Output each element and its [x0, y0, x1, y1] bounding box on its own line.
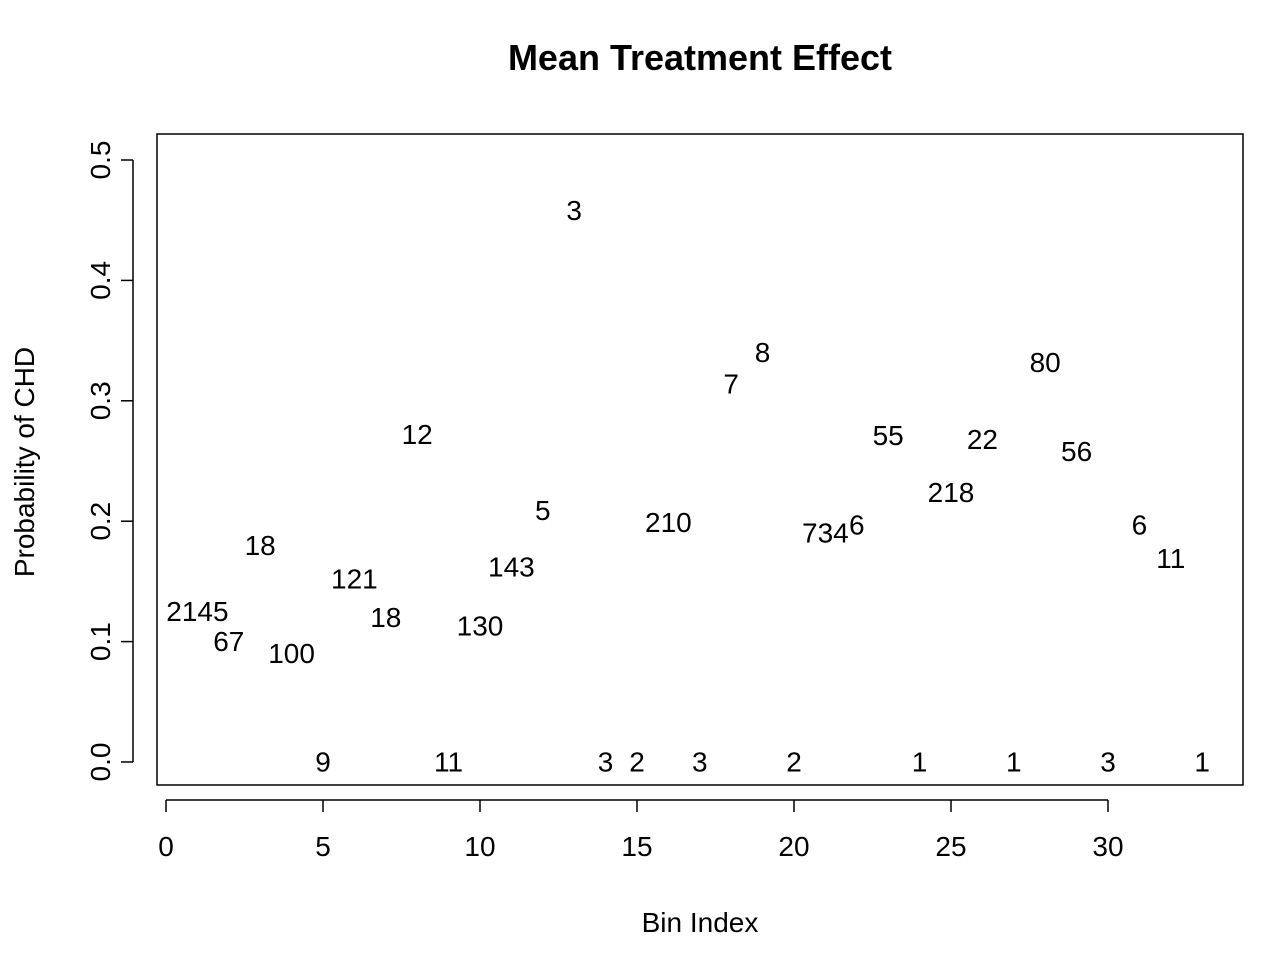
- data-point: 100: [268, 638, 315, 669]
- plot-frame: [156, 133, 1244, 786]
- x-tick-label: 0: [158, 831, 174, 862]
- data-point: 3: [598, 747, 614, 778]
- x-tick-label: 25: [935, 831, 966, 862]
- data-point: 210: [645, 507, 692, 538]
- data-point: 3: [566, 195, 582, 226]
- data-point: 18: [370, 602, 401, 633]
- data-point: 1: [912, 747, 928, 778]
- y-tick-label: 0.5: [85, 141, 116, 180]
- data-point: 3: [692, 747, 708, 778]
- data-point: 3: [1100, 747, 1116, 778]
- data-point: 8: [755, 337, 771, 368]
- x-tick-label: 5: [315, 831, 331, 862]
- y-tick-label: 0.2: [85, 502, 116, 541]
- data-point: 1: [1194, 747, 1210, 778]
- y-tick-label: 0.3: [85, 381, 116, 420]
- data-point: 6: [1132, 509, 1148, 540]
- y-axis-label: Probability of CHD: [9, 347, 40, 577]
- data-point: 11: [434, 747, 463, 778]
- data-point: 22: [967, 424, 998, 455]
- data-point: 56: [1061, 436, 1092, 467]
- chart-title: Mean Treatment Effect: [508, 37, 892, 78]
- data-point: 1: [1006, 747, 1022, 778]
- data-point: 130: [457, 610, 504, 641]
- data-point: 5: [535, 495, 551, 526]
- x-tick-label: 30: [1092, 831, 1123, 862]
- data-point: 734: [802, 518, 849, 549]
- x-axis-label: Bin Index: [642, 907, 759, 938]
- data-point: 2145: [166, 596, 228, 627]
- data-point: 67: [213, 626, 244, 657]
- data-point: 2: [629, 747, 645, 778]
- y-tick-label: 0.4: [85, 261, 116, 300]
- data-point: 12: [402, 419, 433, 450]
- data-point: 218: [928, 477, 975, 508]
- data-point: 7: [723, 368, 739, 399]
- data-point: 121: [331, 563, 378, 594]
- data-point: 9: [315, 747, 331, 778]
- y-tick-label: 0.1: [85, 622, 116, 661]
- data-point: 143: [488, 551, 535, 582]
- data-point: 18: [245, 530, 276, 561]
- y-tick-label: 0.0: [85, 743, 116, 782]
- axes: 0 5 10 15 20 25 300.00.10.20.30.40.5: [85, 141, 1124, 862]
- data-point: 11: [1156, 543, 1185, 574]
- data-point: 80: [1030, 347, 1061, 378]
- x-tick-label: 15: [621, 831, 652, 862]
- data-point: 2: [786, 747, 802, 778]
- x-tick-label: 20: [778, 831, 809, 862]
- x-tick-label: 10: [464, 831, 495, 862]
- data-point: 6: [849, 509, 865, 540]
- data-point: 55: [873, 420, 904, 451]
